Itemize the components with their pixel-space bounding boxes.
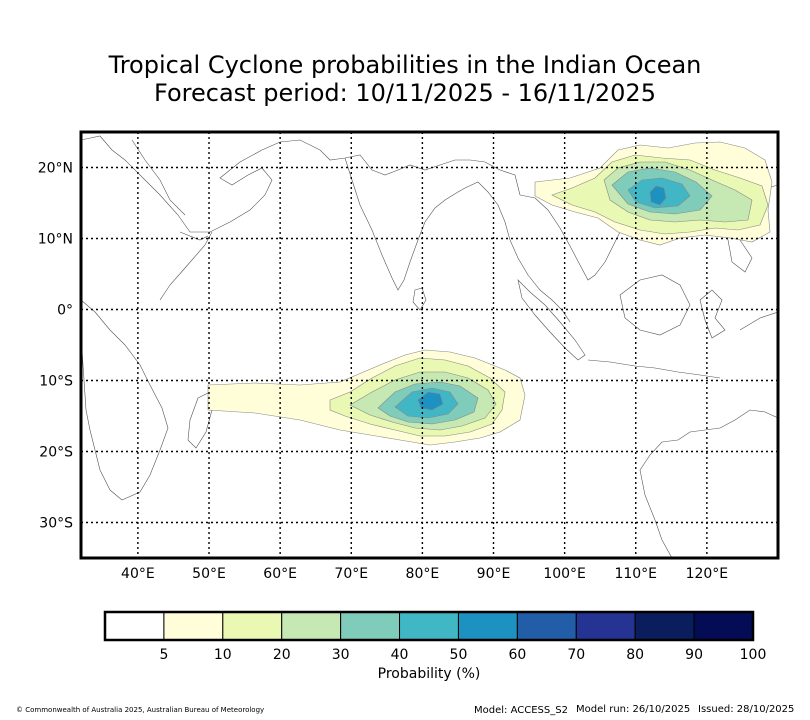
colorbar-swatch [399,611,459,641]
lat-tick-label: 30°S [39,516,73,532]
lat-tick-label: 0° [57,303,73,319]
lon-tick-label: 100°E [543,566,586,582]
probability-colorbar: 5 10 20 30 40 50 60 70 80 90 100 [103,610,767,663]
forecast-period: Forecast period: 10/11/2025 - 16/11/2025 [154,79,656,107]
colorbar-swatch [575,611,636,641]
colorbar-tick-label: 10 [214,647,232,663]
lat-tick-label: 10°N [38,232,73,248]
lon-tick-label: 70°E [334,566,368,582]
copyright-notice: © Commonwealth of Australia 2025, Austra… [16,706,265,714]
lon-tick-label: 40°E [121,566,155,582]
colorbar-tick-label: 20 [273,647,291,663]
map-frame [79,130,780,560]
colorbar-tick-label: 40 [391,647,409,663]
colorbar-swatch [693,611,754,641]
lon-tick-label: 60°E [263,566,297,582]
colorbar-label: Probability (%) [378,666,481,682]
lon-tick-label: 90°E [477,566,511,582]
colorbar-tick-label: 100 [740,647,767,663]
issued-date: Issued: 28/10/2025 [698,704,795,715]
lon-tick-label: 120°E [686,566,729,582]
colorbar-swatch [281,611,342,641]
colorbar-tick-label: 5 [159,647,168,663]
map-figure: 40°E 50°E 60°E 70°E 80°E 90°E 100°E 110°E 120°E … [38,130,780,682]
probability-region-south-indian-ocean [207,349,526,446]
colorbar-swatch [457,611,518,641]
coastlines [81,135,778,558]
colorbar-tick-label: 30 [332,647,350,663]
colorbar-swatch [340,611,401,641]
colorbar-tick-label: 70 [567,647,585,663]
lon-tick-label: 50°E [192,566,226,582]
colorbar-border [103,610,755,642]
colorbar-tick-label: 50 [450,647,468,663]
lon-tick-label: 110°E [614,566,657,582]
model-run-date: Model run: 26/10/2025 [576,704,691,715]
colorbar-tick-label: 90 [685,647,703,663]
colorbar-swatch [163,611,224,641]
lat-tick-label: 10°S [39,374,73,390]
lat-tick-label: 20°S [39,445,73,461]
colorbar-tick-label: 80 [626,647,644,663]
lat-tick-label: 20°N [38,161,73,177]
chart-title: Tropical Cyclone probabilities in the In… [108,51,702,79]
lon-tick-label: 80°E [406,566,440,582]
colorbar-swatch [516,611,577,641]
colorbar-swatch [634,611,695,641]
model-name: Model: ACCESS_S2 [474,705,568,716]
latitude-axis: 20°N 10°N 0° 10°S 20°S 30°S [38,161,73,532]
colorbar-swatch [222,611,283,641]
colorbar-swatch [104,611,165,641]
longitude-axis: 40°E 50°E 60°E 70°E 80°E 90°E 100°E 110°E 120°E [121,566,728,582]
colorbar-tick-label: 60 [508,647,526,663]
gridlines [81,132,778,558]
